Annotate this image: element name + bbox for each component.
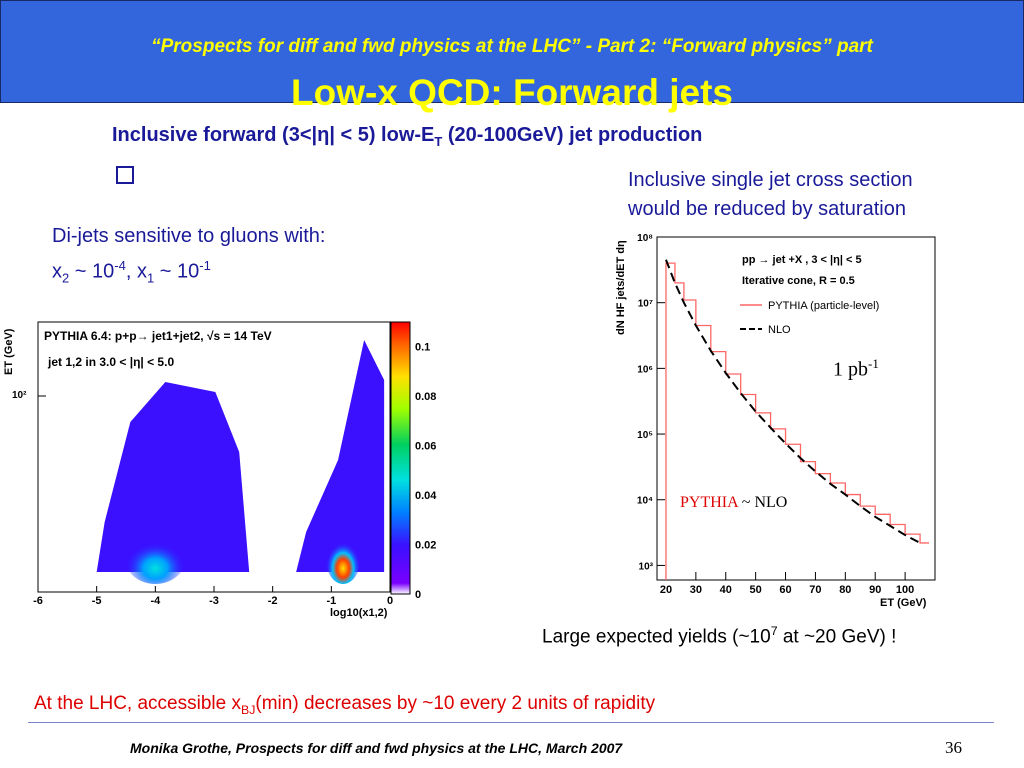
pythia-series <box>665 262 930 580</box>
colorbar-tick-label: 0.04 <box>415 490 437 502</box>
heatmap-y-label: ET (GeV) <box>3 328 15 375</box>
heatmap-x-tick-label: -1 <box>326 595 336 607</box>
left-caption-line2: x2 ~ 10-4, x1 ~ 10-1 <box>52 251 325 293</box>
lumi-exp: -1 <box>868 356 879 371</box>
x2-label: x <box>52 260 62 283</box>
right-caption-line1: Inclusive single jet cross section <box>628 169 913 191</box>
yield-post: at ~20 GeV) ! <box>777 626 897 648</box>
pythia-nlo-annotation: PYTHIA ~ NLO <box>680 494 787 512</box>
legend-header-2: Iterative cone, R = 0.5 <box>742 275 855 287</box>
square-bullet-icon <box>116 166 134 184</box>
footer-text: Monika Grothe, Prospects for diff and fw… <box>130 740 623 756</box>
heatmap-y-tick-label: 10² <box>12 390 27 401</box>
legend-nlo-label: NLO <box>768 324 791 336</box>
x2-exp: -4 <box>114 258 126 273</box>
lumi-label: 1 pb <box>833 358 868 381</box>
slide-subheading: “Prospects for diff and fwd physics at t… <box>151 36 873 57</box>
bottom-post: (min) decreases by ~10 every 2 units of … <box>255 693 656 714</box>
slide-subtitle: Inclusive forward (3<|η| < 5) low-ET (20… <box>112 124 702 149</box>
heatmap-x-tick-label: -3 <box>209 595 219 607</box>
line-x-tick-label: 40 <box>720 584 732 596</box>
bottom-note: At the LHC, accessible xBJ(min) decrease… <box>34 693 655 717</box>
heatmap-title: PYTHIA 6.4: p+p→ jet1+jet2, √s = 14 TeV <box>44 329 272 343</box>
heatmap-x-tick-label: -5 <box>92 595 102 607</box>
footer-divider <box>28 722 994 723</box>
line-x-tick-label: 90 <box>869 584 881 596</box>
left-caption-line1: Di-jets sensitive to gluons with: <box>52 225 326 247</box>
x1-label: , x <box>125 260 147 283</box>
heatmap-lobe <box>96 382 250 572</box>
colorbar-tick-label: 0 <box>415 589 421 601</box>
x1-exp: -1 <box>199 258 211 273</box>
nlo-label: ~ NLO <box>737 494 788 511</box>
line-x-tick-label: 30 <box>690 584 702 596</box>
colorbar-tick-label: 0.02 <box>415 540 436 552</box>
nlo-series <box>665 259 921 544</box>
subtitle-pre: Inclusive forward (3<|η| < 5) low-E <box>112 124 435 146</box>
bottom-sub: BJ <box>240 702 256 717</box>
page-number: 36 <box>945 738 962 757</box>
heatmap-x-tick-label: 0 <box>387 595 393 607</box>
heatmap-x-tick-label: -6 <box>33 595 43 607</box>
line-x-tick-label: 60 <box>779 584 791 596</box>
line-y-tick-label: 10⁴ <box>637 496 653 507</box>
heatmap-hotspot <box>325 532 361 584</box>
subtitle-sub: T <box>434 134 443 149</box>
slide-title: Low-x QCD: Forward jets <box>291 72 733 113</box>
left-caption: Di-jets sensitive to gluons with: x2 ~ 1… <box>52 222 325 293</box>
right-caption: Inclusive single jet cross section would… <box>628 166 913 224</box>
yield-note: Large expected yields (~107 at ~20 GeV) … <box>542 624 896 648</box>
x2-value: ~ 10 <box>69 260 115 283</box>
lumi-annotation: 1 pb-1 <box>833 356 879 382</box>
line-x-tick-label: 20 <box>660 584 672 596</box>
heatmap-x-label: log10(x1,2) <box>330 607 388 619</box>
subtitle-post: (20-100GeV) jet production <box>442 124 703 146</box>
line-y-tick-label: 10⁶ <box>637 364 653 375</box>
line-x-tick-label: 70 <box>809 584 821 596</box>
x2-sub: 2 <box>62 270 70 286</box>
bottom-pre: At the LHC, accessible x <box>34 693 241 714</box>
colorbar-tick-label: 0.06 <box>415 441 436 453</box>
line-y-label: dN HF jets/dET dη <box>615 240 627 335</box>
x1-sub: 1 <box>146 270 155 286</box>
line-y-tick-label: 10³ <box>639 561 654 572</box>
line-x-tick-label: 80 <box>839 584 851 596</box>
line-x-tick-label: 50 <box>750 584 762 596</box>
line-y-tick-label: 10⁵ <box>637 430 653 441</box>
yield-pre: Large expected yields (~10 <box>542 626 771 648</box>
line-chart-frame <box>656 236 936 581</box>
yield-exp: 7 <box>770 624 778 638</box>
heatmap-lobe <box>296 340 385 572</box>
line-y-tick-label: 10⁸ <box>637 233 653 244</box>
x1-value: ~ 10 <box>154 260 200 283</box>
heatmap-x-tick-label: -4 <box>150 595 161 607</box>
legend-pythia-label: PYTHIA (particle-level) <box>768 300 879 312</box>
colorbar-tick-label: 0.08 <box>415 391 436 403</box>
pythia-label: PYTHIA <box>680 494 738 511</box>
heatmap-x-tick-label: -2 <box>268 595 278 607</box>
line-x-tick-label: 100 <box>896 584 914 596</box>
line-x-label: ET (GeV) <box>880 597 927 609</box>
colorbar-tick-label: 0.1 <box>415 342 430 354</box>
legend-header-1: pp → jet +X , 3 < |η| < 5 <box>742 254 862 266</box>
heatmap-annotation: jet 1,2 in 3.0 < |η| < 5.0 <box>47 355 174 369</box>
line-y-tick-label: 10⁷ <box>638 299 653 310</box>
right-caption-line2: would be reduced by saturation <box>628 198 906 220</box>
colorbar <box>390 321 411 595</box>
heatmap-hotspot <box>124 532 186 584</box>
slide-header <box>0 0 1024 103</box>
